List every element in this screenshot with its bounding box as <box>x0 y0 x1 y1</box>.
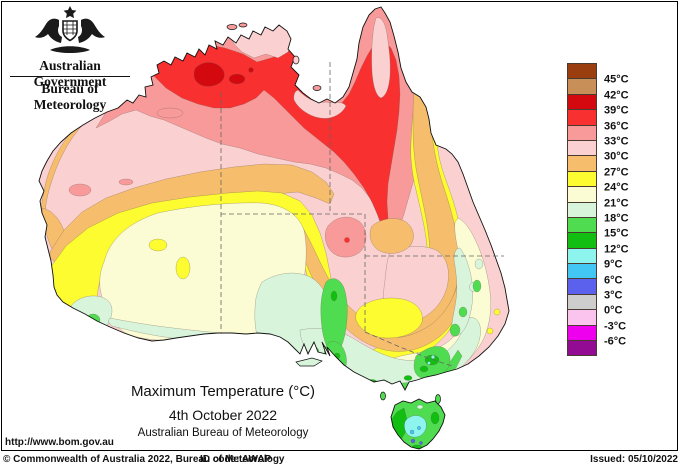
legend-box-above-45 <box>567 63 597 80</box>
footer-copyright: © Commonwealth of Australia 2022, Bureau… <box>3 454 285 465</box>
legend-box-24-to-27 <box>567 170 597 188</box>
url-text: http://www.bom.gov.au <box>5 437 114 448</box>
gov-title: Australian Government <box>33 58 107 89</box>
legend-label: -6°C <box>604 335 627 348</box>
map-date: 4th October 2022 <box>168 407 278 423</box>
legend-label: 24°C <box>604 181 629 194</box>
legend-box-18-to-21 <box>567 201 597 218</box>
legend-label: 15°C <box>604 227 629 240</box>
legend-box-below--6 <box>567 340 597 357</box>
legend-label: 21°C <box>604 196 629 209</box>
legend-label: 18°C <box>604 212 629 225</box>
state-borders <box>220 62 504 367</box>
legend-label: 39°C <box>604 104 629 117</box>
legend-box-3-to-6 <box>567 278 597 295</box>
legend-label: 0°C <box>604 304 623 317</box>
footer-id-code: ID code: AWAP <box>200 454 272 465</box>
map-org: Australian Bureau of Meteorology <box>137 427 309 439</box>
legend-label: 42°C <box>604 89 629 102</box>
temperature-legend: 45°C 42°C 39°C 36°C 33°C 30°C 27°C 24°C 21°C 18°C… <box>567 63 637 357</box>
legend-box-0-to-3 <box>567 293 597 311</box>
tasmania-coastline <box>390 398 446 450</box>
legend-label: 36°C <box>604 119 629 132</box>
australian-coat-of-arms-icon <box>35 6 105 53</box>
legend-label: 12°C <box>604 243 629 256</box>
legend-box-27-to-30 <box>567 155 597 172</box>
legend-box--3-to-0 <box>567 309 597 326</box>
tasmania-regions <box>391 399 445 449</box>
legend-box-12-to-15 <box>567 232 597 249</box>
legend-label: 6°C <box>604 273 623 286</box>
legend-box-42-to-45 <box>567 78 597 95</box>
legend-box-9-to-12 <box>567 247 597 265</box>
legend-label: -3°C <box>604 320 627 333</box>
legend-box-36-to-39 <box>567 109 597 126</box>
legend-label: 27°C <box>604 166 629 179</box>
mainland-coastline <box>38 6 510 391</box>
header-divider <box>10 76 130 77</box>
map-title: Maximum Temperature (°C) <box>130 383 316 400</box>
legend-label: 30°C <box>604 150 629 163</box>
legend-box-39-to-42 <box>567 93 597 111</box>
footer-issued: Issued: 05/10/2022 <box>590 454 678 465</box>
legend-label: 3°C <box>604 289 623 302</box>
legend-label: 45°C <box>604 73 629 86</box>
islands <box>226 22 441 404</box>
legend-box-30-to-33 <box>567 139 597 157</box>
legend-box-33-to-36 <box>567 124 597 141</box>
legend-label: 33°C <box>604 135 629 148</box>
legend-box-6-to-9 <box>567 263 597 280</box>
legend-box-15-to-18 <box>567 216 597 234</box>
bureau-title: Bureau of Meteorology <box>33 81 107 112</box>
legend-label: 9°C <box>604 258 623 271</box>
legend-box-21-to-24 <box>567 186 597 203</box>
legend-box--6-to--3 <box>567 324 597 342</box>
